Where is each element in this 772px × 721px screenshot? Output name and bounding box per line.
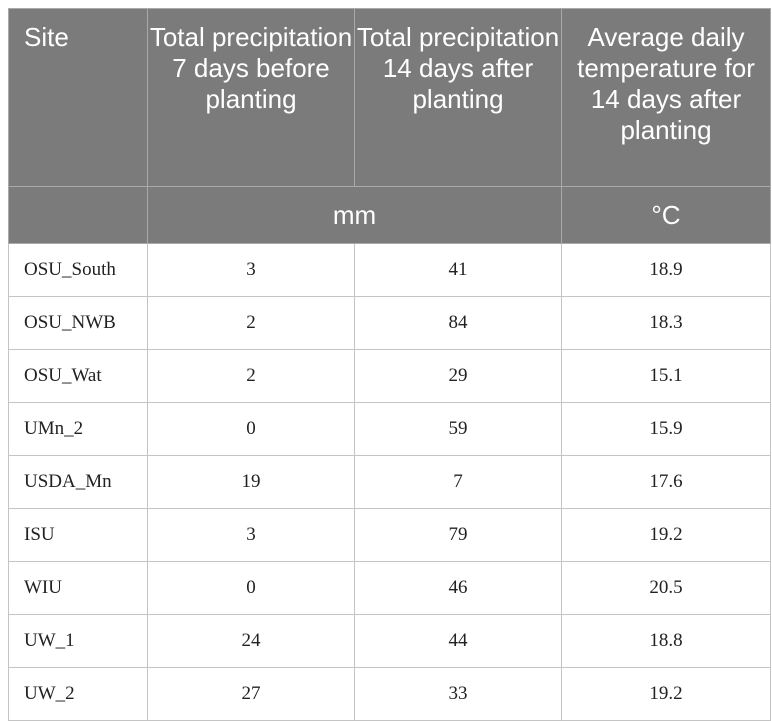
table-row: WIU 0 46 20.5	[8, 561, 771, 615]
cell-site: WIU	[8, 561, 148, 615]
cell-avg-temp: 19.2	[561, 667, 771, 721]
cell-avg-temp: 19.2	[561, 508, 771, 562]
cell-site: UMn_2	[8, 402, 148, 456]
table-row: UW_1 24 44 18.8	[8, 614, 771, 668]
cell-precip-after: 59	[354, 402, 562, 456]
cell-site: UW_1	[8, 614, 148, 668]
cell-precip-before: 0	[147, 561, 355, 615]
table-row: OSU_South 3 41 18.9	[8, 243, 771, 297]
cell-precip-after: 33	[354, 667, 562, 721]
header-avg-temp: Average daily temperature for 14 days af…	[561, 8, 771, 187]
header-site: Site	[8, 8, 148, 187]
units-row: mm °C	[8, 186, 771, 244]
cell-precip-after: 44	[354, 614, 562, 668]
cell-site: USDA_Mn	[8, 455, 148, 509]
table-row: USDA_Mn 19 7 17.6	[8, 455, 771, 509]
cell-precip-before: 3	[147, 508, 355, 562]
cell-site: OSU_South	[8, 243, 148, 297]
data-table: Site Total precipitation 7 days before p…	[8, 8, 771, 721]
cell-precip-before: 0	[147, 402, 355, 456]
units-precipitation: mm	[147, 186, 562, 244]
table-body: OSU_South 3 41 18.9 OSU_NWB 2 84 18.3 OSU_Wat 2 29…	[8, 243, 771, 721]
cell-precip-before: 24	[147, 614, 355, 668]
cell-precip-after: 29	[354, 349, 562, 403]
table-row: ISU 3 79 19.2	[8, 508, 771, 562]
cell-avg-temp: 20.5	[561, 561, 771, 615]
header-precip-before: Total precipitation 7 days before planti…	[147, 8, 355, 187]
cell-precip-after: 46	[354, 561, 562, 615]
cell-site: UW_2	[8, 667, 148, 721]
table-row: UMn_2 0 59 15.9	[8, 402, 771, 456]
cell-precip-before: 2	[147, 349, 355, 403]
cell-site: ISU	[8, 508, 148, 562]
cell-precip-after: 7	[354, 455, 562, 509]
header-precip-after: Total precipitation 14 days after planti…	[354, 8, 562, 187]
units-blank	[8, 186, 148, 244]
cell-precip-before: 27	[147, 667, 355, 721]
cell-avg-temp: 15.9	[561, 402, 771, 456]
cell-precip-before: 3	[147, 243, 355, 297]
cell-precip-after: 84	[354, 296, 562, 350]
cell-site: OSU_NWB	[8, 296, 148, 350]
table-row: UW_2 27 33 19.2	[8, 667, 771, 721]
cell-avg-temp: 15.1	[561, 349, 771, 403]
cell-avg-temp: 18.3	[561, 296, 771, 350]
cell-avg-temp: 18.9	[561, 243, 771, 297]
cell-precip-before: 2	[147, 296, 355, 350]
table-row: OSU_NWB 2 84 18.3	[8, 296, 771, 350]
cell-site: OSU_Wat	[8, 349, 148, 403]
cell-precip-after: 79	[354, 508, 562, 562]
units-temperature: °C	[561, 186, 771, 244]
cell-avg-temp: 17.6	[561, 455, 771, 509]
cell-precip-before: 19	[147, 455, 355, 509]
header-row: Site Total precipitation 7 days before p…	[8, 8, 771, 187]
table-row: OSU_Wat 2 29 15.1	[8, 349, 771, 403]
cell-avg-temp: 18.8	[561, 614, 771, 668]
cell-precip-after: 41	[354, 243, 562, 297]
